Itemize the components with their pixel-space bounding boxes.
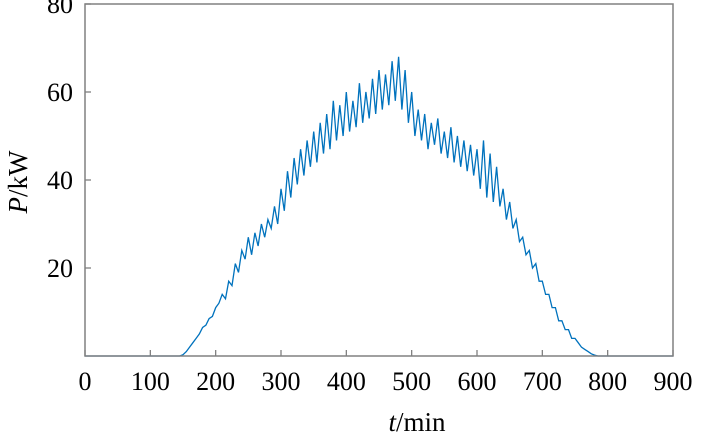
x-tick-label: 400 [327, 367, 366, 396]
x-tick-label: 200 [196, 367, 235, 396]
x-axis-title-var: t [388, 407, 397, 436]
x-tick-label: 700 [523, 367, 562, 396]
y-axis-title-unit: /kW [3, 150, 33, 197]
x-tick-label: 900 [654, 367, 693, 396]
y-axis-title: P/kW [3, 150, 33, 215]
tick-labels: 0 100 200 300 400 500 600 700 800 900 20 40 60 80 [47, 0, 693, 396]
y-tick-label: 40 [47, 166, 73, 195]
x-axis-title: t/min [388, 407, 446, 436]
y-axis-title-var: P [3, 197, 33, 215]
x-tick-label: 0 [79, 367, 92, 396]
x-tick-label: 500 [392, 367, 431, 396]
x-tick-label: 600 [458, 367, 497, 396]
axis-ticks [84, 3, 674, 356]
y-tick-label: 80 [47, 0, 73, 19]
power-series-line [85, 56, 673, 357]
y-tick-label: 60 [47, 78, 73, 107]
x-tick-label: 100 [131, 367, 170, 396]
plot-frame [84, 3, 674, 357]
x-axis-title-unit: /min [396, 407, 446, 436]
x-tick-label: 300 [262, 367, 301, 396]
x-tick-label: 800 [588, 367, 627, 396]
y-tick-label: 20 [47, 254, 73, 283]
